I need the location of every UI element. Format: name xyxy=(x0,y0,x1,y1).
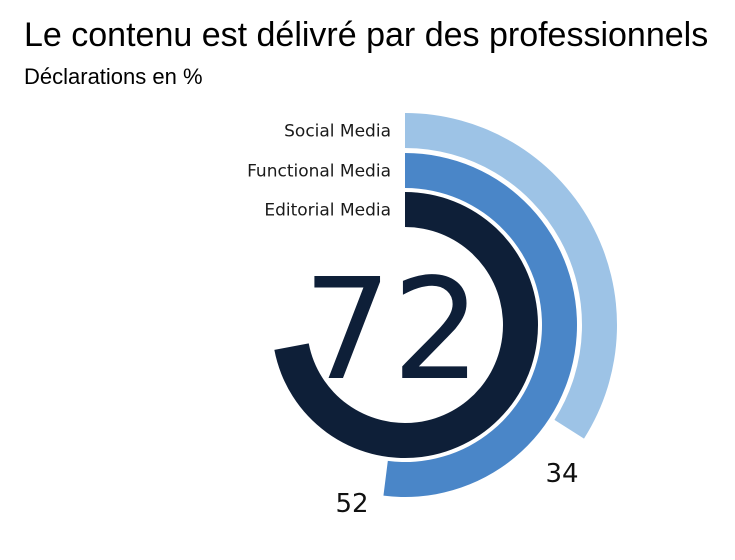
label-group: Social Media Functional Media Editorial Me… xyxy=(247,122,578,520)
series-label-social-media: Social Media xyxy=(284,122,391,142)
center-value-label: 72 xyxy=(303,249,481,412)
arc-social-media xyxy=(405,113,617,439)
value-label-functional-media: 52 xyxy=(335,489,368,519)
series-label-functional-media: Functional Media xyxy=(247,162,391,182)
arc-group xyxy=(274,113,617,497)
value-label-social-media: 34 xyxy=(545,459,578,489)
series-label-editorial-media: Editorial Media xyxy=(264,201,391,221)
arc-functional-media xyxy=(383,153,577,497)
chart-title: Le contenu est délivré par des professio… xyxy=(24,16,709,54)
chart-subtitle: Déclarations en % xyxy=(24,64,203,89)
